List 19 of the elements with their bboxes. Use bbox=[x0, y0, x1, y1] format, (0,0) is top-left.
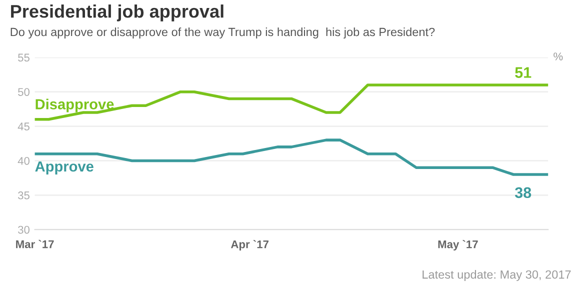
chart-subtitle: Do you approve or disapprove of the way Trump is handing his job as President? bbox=[10, 28, 435, 39]
y-axis-title: % bbox=[554, 52, 563, 60]
y-tick-label: 40 bbox=[18, 156, 30, 165]
series-label: Disapprove bbox=[36, 98, 114, 112]
line-series bbox=[34, 138, 548, 176]
y-tick-label: 30 bbox=[18, 226, 30, 234]
x-tick-label: Apr `17 bbox=[230, 240, 268, 250]
line-series bbox=[34, 84, 548, 121]
y-tick-label: 45 bbox=[18, 122, 30, 130]
y-tick-label: 50 bbox=[18, 88, 30, 96]
y-tick-label: 35 bbox=[18, 191, 30, 200]
chart-title: Presidential job approval bbox=[11, 4, 224, 22]
x-tick-label: May `17 bbox=[438, 240, 478, 250]
text: Latest update: May 30, 2017 bbox=[422, 270, 571, 282]
x-tick-label: Mar `17 bbox=[16, 240, 54, 248]
y-tick-label: 55 bbox=[18, 54, 30, 62]
data-label: 38 bbox=[514, 187, 532, 198]
data-label: 51 bbox=[515, 67, 532, 78]
series-label: Approve bbox=[35, 161, 94, 175]
